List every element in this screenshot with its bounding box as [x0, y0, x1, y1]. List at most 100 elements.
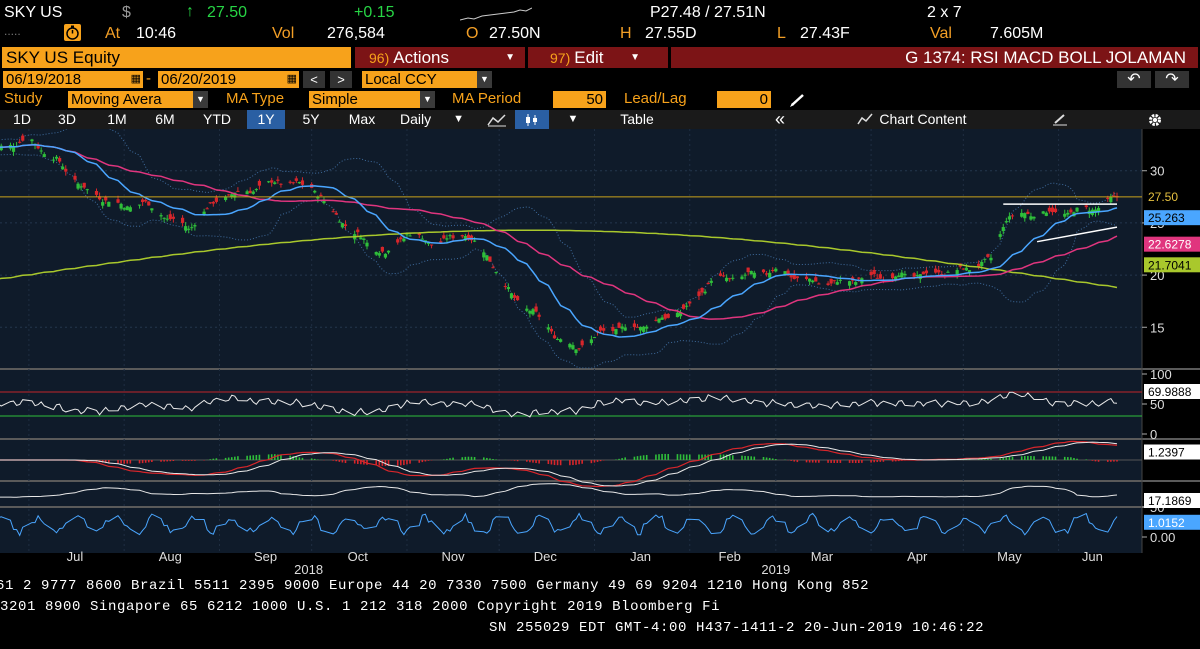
edit-menu-button[interactable]: 97) Edit ▼: [528, 47, 668, 68]
candle-body: [408, 235, 412, 237]
ma-period-input[interactable]: 50: [553, 91, 606, 108]
dots-indicator: .....: [4, 24, 21, 38]
trade-time: 10:46: [136, 25, 177, 42]
chart-type-dropdown-icon[interactable]: ▼: [567, 113, 579, 125]
candle-body: [534, 306, 538, 312]
candle-body: [399, 237, 403, 240]
candle-body: [374, 251, 378, 255]
candle-body: [294, 178, 298, 181]
rsi-tag: 69.9888: [1148, 385, 1192, 399]
end-date-field[interactable]: 06/20/2019 ▦: [158, 71, 299, 88]
ma-200-line: [0, 229, 1118, 289]
next-period-button[interactable]: >: [330, 71, 352, 88]
candle-body: [187, 228, 191, 230]
table-button[interactable]: Table: [620, 111, 654, 127]
study-select[interactable]: Moving Avera ▼: [68, 91, 208, 108]
actions-menu-button[interactable]: 96) Actions ▼: [355, 47, 525, 68]
candle-body: [614, 329, 618, 335]
candle-body: [549, 328, 554, 332]
candle-body: [509, 293, 514, 299]
month-tick-label: Aug: [159, 549, 182, 564]
chart-toolbar: 1D 3D 1M 6M YTD 1Y 5Y Max Daily ▼ ▼ Tabl…: [0, 110, 1200, 129]
ma-short-line: [0, 144, 1118, 338]
month-tick-label: Mar: [811, 549, 834, 564]
start-date-field[interactable]: 06/19/2018 ▦: [3, 71, 143, 88]
month-tick-label: Jun: [1082, 549, 1103, 564]
candle-body: [1066, 212, 1070, 215]
candle-body: [137, 204, 142, 206]
period-1y[interactable]: 1Y: [247, 110, 285, 129]
candle-body: [1053, 208, 1058, 213]
candle-body: [1109, 197, 1113, 203]
price-tick-label: 30: [1150, 164, 1164, 179]
chevron-down-icon: ▼: [453, 113, 464, 125]
collapse-icon[interactable]: «: [774, 109, 785, 129]
prev-period-button[interactable]: <: [303, 71, 325, 88]
period-1m[interactable]: 1M: [107, 111, 127, 127]
candle-chart-icon[interactable]: [515, 110, 549, 129]
period-1d[interactable]: 1D: [13, 111, 31, 127]
ma-type-select[interactable]: Simple ▼: [309, 91, 435, 108]
last-price-tag-bg: [1144, 188, 1200, 204]
candle-body: [602, 328, 606, 331]
candle-body: [273, 182, 277, 184]
lead-lag-input[interactable]: 0: [717, 91, 771, 108]
high-label: H: [620, 25, 632, 42]
currency-select[interactable]: Local CCY ▼: [362, 71, 492, 88]
undo-button[interactable]: ↶: [1117, 71, 1151, 88]
line-chart-icon[interactable]: [480, 110, 514, 129]
candle-body: [340, 223, 345, 228]
indicator-panels: [0, 391, 1142, 537]
redo-button[interactable]: ↷: [1155, 71, 1189, 88]
candle-body: [463, 235, 467, 241]
candle-body: [685, 305, 689, 307]
pencil-icon[interactable]: [789, 92, 807, 108]
month-tick-label: Oct: [348, 549, 369, 564]
candle-body: [525, 308, 529, 311]
settings-gear-icon[interactable]: [1138, 110, 1172, 129]
candle-body: [721, 275, 726, 277]
candle-body: [811, 280, 815, 283]
calendar-icon[interactable]: ▦: [286, 73, 297, 85]
value-label: Val: [930, 25, 952, 42]
candle-body: [168, 214, 172, 220]
start-date-value: 06/19/2018: [6, 71, 82, 88]
panel5-line: [0, 512, 1118, 537]
calendar-icon[interactable]: ▦: [130, 73, 141, 85]
period-max[interactable]: Max: [348, 111, 376, 127]
candle-body: [184, 226, 188, 231]
candle-body: [297, 182, 301, 184]
edit-chart-icon[interactable]: [1040, 110, 1080, 129]
candle-body: [681, 304, 686, 309]
candle-body: [989, 257, 993, 261]
candle-body: [171, 216, 175, 219]
candle-body: [251, 191, 255, 194]
x-axis-background: [0, 553, 1200, 578]
period-5y[interactable]: 5Y: [302, 111, 320, 127]
candle-body: [977, 263, 981, 268]
frequency-select[interactable]: Daily ▼: [392, 110, 472, 129]
candle-body: [76, 183, 80, 189]
period-3d[interactable]: 3D: [58, 111, 76, 127]
candle-body: [528, 311, 532, 314]
price-chart[interactable]: 15202530050100500.00 27.5025.26321.70412…: [0, 129, 1200, 578]
candle-body: [322, 199, 326, 204]
security-name[interactable]: SKY US Equity: [2, 47, 351, 68]
candle-body: [663, 314, 667, 319]
candle-body: [276, 179, 280, 181]
stopwatch-icon[interactable]: [64, 24, 81, 41]
month-tick-label: Apr: [907, 549, 928, 564]
year-tick-label: 2019: [761, 562, 790, 577]
period-6m[interactable]: 6M: [155, 111, 175, 127]
rsi-line: [0, 391, 1118, 418]
rsi-tag-bg: [1144, 384, 1200, 400]
candle-body: [254, 189, 258, 191]
candle-body: [654, 319, 658, 321]
candle-body: [635, 326, 640, 328]
volume-label: Vol: [272, 25, 295, 42]
ma-long-tag: 22.6278: [1148, 238, 1192, 252]
candle-body: [706, 282, 710, 284]
chart-content-button[interactable]: Chart Content: [822, 110, 1002, 129]
candle-body: [697, 291, 701, 296]
period-ytd[interactable]: YTD: [203, 111, 231, 127]
